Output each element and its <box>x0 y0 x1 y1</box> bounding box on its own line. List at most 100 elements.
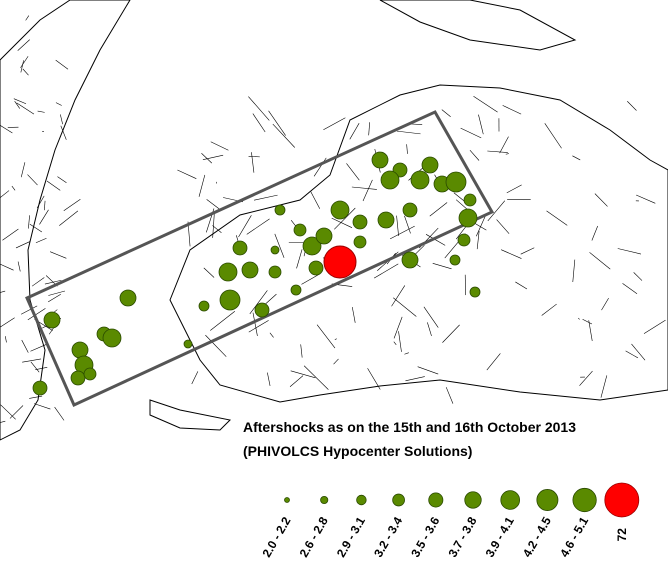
boundary <box>442 324 460 343</box>
boundary <box>238 215 252 238</box>
boundary <box>34 403 51 410</box>
boundary <box>349 123 360 140</box>
aftershock <box>315 227 333 245</box>
boundary <box>57 176 67 183</box>
boundary <box>445 387 454 404</box>
boundary <box>460 127 482 139</box>
boundary <box>11 185 16 191</box>
aftershock <box>371 151 389 169</box>
aftershock <box>469 286 481 298</box>
boundary <box>15 241 30 249</box>
boundary <box>202 154 224 160</box>
aftershock <box>43 311 61 329</box>
boundary <box>47 294 61 303</box>
legend-symbol <box>604 482 640 518</box>
boundary <box>21 339 29 353</box>
boundary <box>55 102 62 106</box>
boundary <box>334 207 356 230</box>
aftershock <box>219 289 241 311</box>
boundary <box>389 225 415 240</box>
aftershock <box>83 367 97 381</box>
boundary <box>0 404 16 420</box>
aftershock <box>330 200 350 220</box>
boundary <box>594 193 608 207</box>
boundary <box>393 341 397 345</box>
boundary <box>28 215 30 229</box>
south-islet <box>149 399 232 431</box>
boundary <box>578 317 580 320</box>
boundary <box>248 96 270 121</box>
boundary <box>55 59 69 70</box>
boundary <box>505 153 509 155</box>
boundary <box>579 370 593 386</box>
aftershock <box>270 245 280 255</box>
boundary <box>248 320 269 333</box>
boundary <box>267 372 271 387</box>
boundary <box>396 130 421 135</box>
boundary <box>203 267 215 278</box>
legend-symbol <box>428 492 444 508</box>
boundary <box>478 114 484 135</box>
aftershock <box>232 240 248 256</box>
boundary <box>404 352 409 355</box>
aftershock <box>410 170 430 190</box>
boundary <box>487 150 508 153</box>
boundary <box>48 290 66 296</box>
boundary <box>27 174 38 186</box>
boundary <box>20 305 38 315</box>
boundary <box>249 290 268 315</box>
boundary <box>501 249 522 259</box>
boundary <box>30 344 47 352</box>
aftershock <box>274 204 286 216</box>
boundary <box>20 162 26 178</box>
boundary <box>368 122 370 136</box>
boundary <box>310 191 321 209</box>
boundary <box>46 180 61 191</box>
boundary <box>406 144 408 154</box>
boundary <box>362 179 373 202</box>
boundary <box>520 247 535 255</box>
boundary <box>617 248 642 255</box>
legend-symbol <box>284 497 290 503</box>
boundary <box>290 370 316 379</box>
boundary <box>16 102 35 115</box>
aftershock <box>119 289 137 307</box>
boundary <box>252 312 258 336</box>
boundary <box>393 297 417 317</box>
boundary <box>20 60 24 73</box>
boundary <box>499 136 509 154</box>
boundary <box>35 238 47 244</box>
aftershock <box>102 328 122 348</box>
boundary <box>49 251 67 259</box>
boundary <box>601 298 609 311</box>
boundary <box>475 213 487 237</box>
boundary <box>429 202 448 217</box>
boundary <box>600 375 608 398</box>
boundary <box>44 279 62 285</box>
aftershock <box>457 233 471 247</box>
legend-symbol <box>356 494 367 506</box>
boundary <box>373 263 399 279</box>
boundary <box>391 285 406 307</box>
aftershock <box>290 284 302 296</box>
aftershock <box>308 260 324 276</box>
boundary <box>441 109 451 117</box>
aftershock <box>421 156 439 174</box>
boundary <box>334 338 337 340</box>
boundary <box>13 98 27 105</box>
boundary <box>253 194 278 201</box>
aftershock <box>449 254 461 266</box>
aftershock <box>183 339 193 349</box>
boundary <box>301 273 321 285</box>
boundary <box>212 225 222 234</box>
boundary <box>4 336 7 343</box>
boundary <box>289 375 304 387</box>
boundary <box>246 218 270 235</box>
legend-symbol <box>572 487 597 513</box>
boundary <box>432 263 452 270</box>
boundary <box>316 324 336 349</box>
boundary <box>198 174 206 197</box>
boundary <box>502 105 522 115</box>
aftershock <box>458 208 478 228</box>
boundary <box>30 361 40 373</box>
